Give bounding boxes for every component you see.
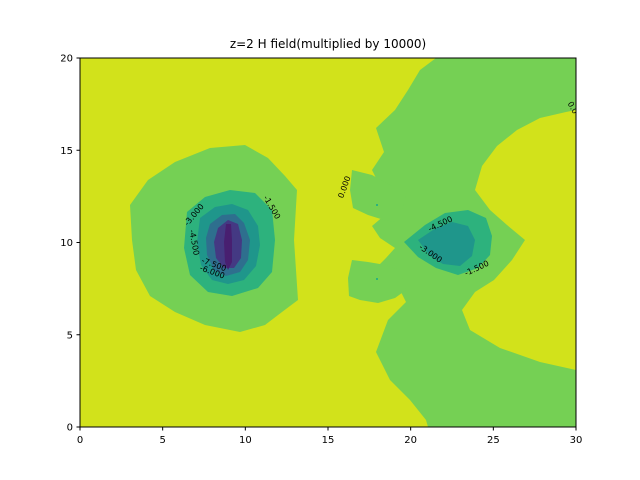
- contour-fill-level-neg3-right: [418, 222, 475, 266]
- contour-speck-upper: [376, 204, 378, 206]
- x-tick-label: 25: [487, 435, 500, 446]
- x-tick-label: 10: [239, 435, 252, 446]
- contour-fill-level-0-upper-blob: [350, 170, 407, 222]
- y-tick-label: 0: [67, 423, 73, 434]
- x-axis: 0 5 10 15 20 25 30: [77, 427, 583, 446]
- x-tick-label: 5: [159, 435, 165, 446]
- x-tick-label: 30: [570, 435, 583, 446]
- contour-label: -4.500: [187, 229, 200, 256]
- contour-speck-lower: [376, 278, 378, 280]
- x-tick-label: 15: [322, 435, 335, 446]
- contour-label: 0.0: [566, 100, 580, 116]
- y-tick-label: 10: [60, 238, 73, 249]
- chart-title: z=2 H field(multiplied by 10000): [230, 37, 426, 51]
- y-tick-label: 20: [60, 54, 73, 65]
- contour-fill-level-0-lower-blob: [348, 260, 406, 303]
- x-tick-label: 0: [77, 435, 83, 446]
- contour-fill-level-min-left: [224, 224, 232, 270]
- plot-area: -3.000 -1.500-4.500-7.500-6.0000.000-4.50…: [80, 58, 580, 427]
- y-axis: 0 5 10 15 20: [60, 54, 80, 434]
- x-tick-label: 20: [404, 435, 417, 446]
- y-tick-label: 5: [67, 330, 73, 341]
- y-tick-label: 15: [60, 146, 73, 157]
